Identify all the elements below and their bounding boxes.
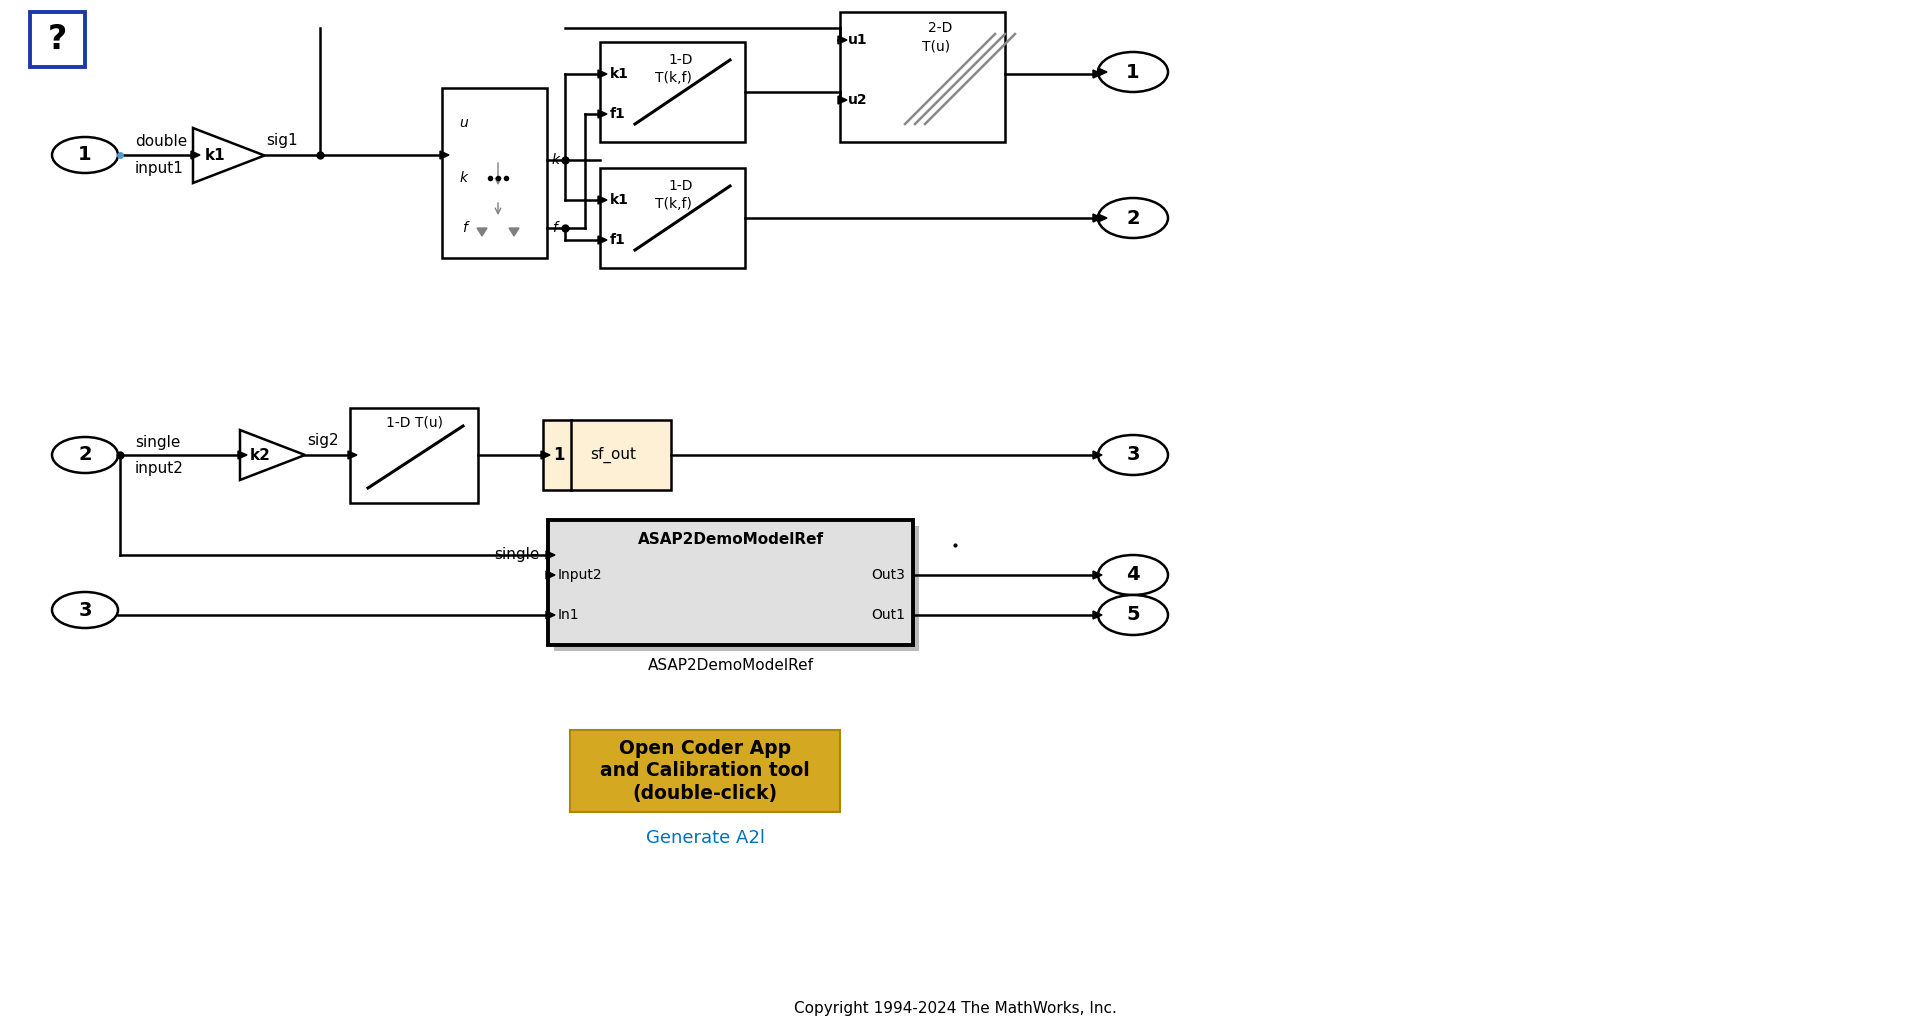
Text: input2: input2 [136, 462, 183, 476]
Text: 1: 1 [1127, 63, 1140, 81]
Text: k: k [460, 171, 468, 185]
Text: ASAP2DemoModelRef: ASAP2DemoModelRef [638, 532, 823, 547]
Text: single: single [495, 547, 541, 563]
Text: f: f [552, 221, 558, 235]
Text: input1: input1 [136, 162, 183, 176]
Text: Input2: Input2 [558, 568, 604, 583]
Polygon shape [598, 196, 607, 204]
Text: 1: 1 [78, 145, 92, 165]
Ellipse shape [52, 137, 118, 173]
Text: 1-D: 1-D [668, 53, 693, 67]
Polygon shape [191, 151, 201, 159]
FancyBboxPatch shape [600, 42, 745, 142]
Text: sig2: sig2 [308, 433, 338, 448]
Text: double: double [136, 134, 187, 149]
Text: T(k,f): T(k,f) [655, 197, 691, 211]
Polygon shape [1093, 611, 1102, 619]
Polygon shape [1093, 70, 1102, 78]
Ellipse shape [1098, 435, 1169, 475]
Text: Out1: Out1 [871, 608, 905, 622]
Text: Out3: Out3 [871, 568, 905, 583]
Polygon shape [241, 430, 306, 480]
Text: 1: 1 [554, 446, 565, 464]
Text: k1: k1 [609, 193, 628, 207]
Text: single: single [136, 434, 180, 450]
Polygon shape [541, 451, 550, 459]
Polygon shape [546, 551, 556, 559]
Polygon shape [546, 611, 556, 619]
Text: T(k,f): T(k,f) [655, 71, 691, 85]
Polygon shape [598, 110, 607, 118]
Polygon shape [1093, 214, 1102, 222]
Polygon shape [838, 96, 846, 104]
Text: T(u): T(u) [923, 39, 949, 53]
Text: sig1: sig1 [267, 133, 298, 148]
Text: u: u [460, 117, 468, 130]
Ellipse shape [1098, 595, 1169, 635]
Text: 4: 4 [1127, 565, 1140, 585]
Polygon shape [478, 228, 487, 236]
Text: k1: k1 [204, 148, 225, 163]
FancyBboxPatch shape [840, 12, 1005, 142]
Text: Copyright 1994-2024 The MathWorks, Inc.: Copyright 1994-2024 The MathWorks, Inc. [793, 1000, 1117, 1016]
Polygon shape [508, 228, 520, 236]
Text: f: f [462, 221, 466, 235]
Polygon shape [193, 128, 264, 182]
Polygon shape [1093, 451, 1102, 459]
Polygon shape [598, 70, 607, 78]
Text: In1: In1 [558, 608, 579, 622]
Polygon shape [1093, 571, 1102, 579]
Text: 2: 2 [78, 445, 92, 465]
Text: 3: 3 [78, 600, 92, 620]
Ellipse shape [1098, 555, 1169, 595]
Ellipse shape [1098, 198, 1169, 238]
Text: f1: f1 [609, 107, 626, 121]
Text: k1: k1 [609, 67, 628, 81]
Text: 5: 5 [1127, 605, 1140, 625]
Ellipse shape [1098, 52, 1169, 92]
Polygon shape [838, 36, 846, 44]
FancyBboxPatch shape [31, 12, 86, 67]
Text: ?: ? [48, 23, 67, 56]
Text: Open Coder App
and Calibration tool
(double-click): Open Coder App and Calibration tool (dou… [600, 739, 810, 802]
Polygon shape [546, 571, 556, 579]
FancyBboxPatch shape [548, 520, 913, 645]
Text: sf_out: sf_out [590, 446, 636, 463]
Text: ASAP2DemoModelRef: ASAP2DemoModelRef [647, 658, 814, 672]
Text: 3: 3 [1127, 445, 1140, 465]
Text: Generate A2l: Generate A2l [646, 829, 764, 847]
Text: 2: 2 [1127, 208, 1140, 228]
Text: k2: k2 [250, 447, 271, 463]
FancyBboxPatch shape [569, 730, 840, 812]
Polygon shape [1098, 68, 1108, 76]
Polygon shape [348, 451, 357, 459]
FancyBboxPatch shape [554, 526, 919, 651]
Ellipse shape [52, 592, 118, 628]
FancyBboxPatch shape [441, 88, 546, 258]
Text: k: k [552, 153, 560, 167]
Text: u2: u2 [848, 93, 867, 107]
Text: 1-D: 1-D [668, 179, 693, 193]
Polygon shape [239, 451, 246, 459]
FancyBboxPatch shape [600, 168, 745, 268]
Text: 2-D: 2-D [928, 21, 953, 35]
Polygon shape [439, 151, 449, 159]
Polygon shape [1098, 214, 1108, 222]
FancyBboxPatch shape [542, 420, 670, 490]
Text: 1-D T(u): 1-D T(u) [386, 415, 443, 429]
Text: f1: f1 [609, 233, 626, 247]
Text: u1: u1 [848, 33, 867, 47]
Polygon shape [598, 236, 607, 244]
FancyBboxPatch shape [350, 408, 478, 503]
Ellipse shape [52, 437, 118, 473]
